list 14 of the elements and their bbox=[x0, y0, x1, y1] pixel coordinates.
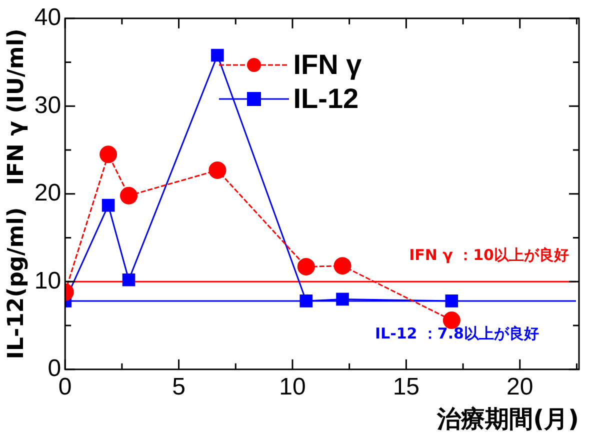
x-tick-label: 15 bbox=[392, 373, 420, 400]
y-tick-label: 30 bbox=[34, 92, 62, 119]
ref-line-label: IL-12 ：7.8以上が良好 bbox=[374, 324, 539, 342]
legend-label: IFN γ bbox=[293, 49, 362, 82]
y-tick-label: 10 bbox=[34, 267, 62, 294]
x-axis-title: 治療期間(月) bbox=[436, 404, 579, 433]
y-tick-label: 20 bbox=[34, 180, 62, 207]
x-tick-label: 5 bbox=[172, 373, 186, 400]
x-tick-label: 10 bbox=[279, 373, 306, 400]
ref-line-label: IFN γ ：10以上が良好 bbox=[409, 246, 569, 264]
legend-label: IL-12 bbox=[293, 83, 359, 116]
y-axis-title: IL-12(pg/ml) IFN γ (IU/ml) bbox=[4, 28, 29, 360]
x-tick-label: 20 bbox=[506, 373, 534, 400]
y-tick-label: 40 bbox=[34, 4, 62, 32]
